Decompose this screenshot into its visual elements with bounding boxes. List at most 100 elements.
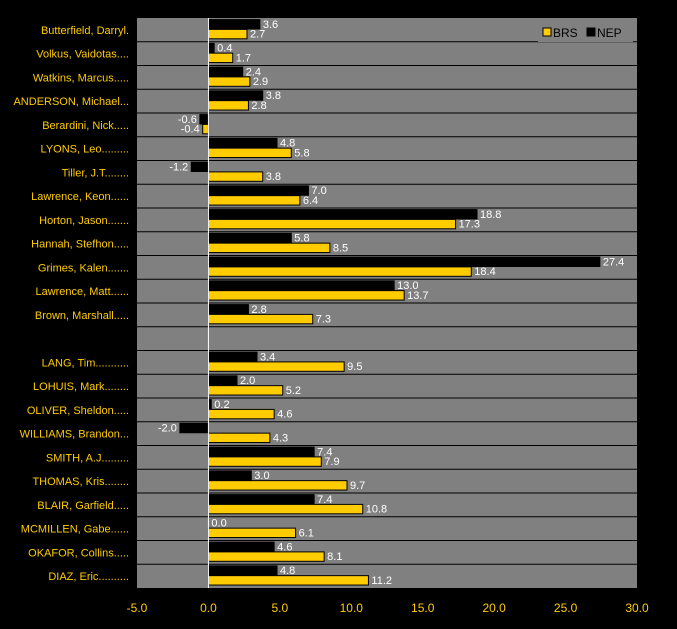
nep-value-label: 2.0 xyxy=(240,375,255,387)
brs-bar xyxy=(207,266,472,277)
brs-value-label: 7.3 xyxy=(316,314,331,326)
brs-value-label: 13.7 xyxy=(407,290,428,302)
nep-bar xyxy=(207,541,275,552)
nep-value-label: 27.4 xyxy=(603,256,624,268)
category-label: OKAFOR, Collins..... xyxy=(28,547,129,559)
brs-bar xyxy=(207,218,457,230)
category-labels: Butterfield, Darryl. Volkus, Vaidotas....… xyxy=(13,25,129,583)
x-tick-label: 10.0 xyxy=(340,601,364,615)
brs-bar xyxy=(207,503,364,515)
brs-bar xyxy=(207,195,301,206)
nep-value-label: 0.0 xyxy=(211,518,226,530)
category-label: LOHUIS, Mark........ xyxy=(33,381,129,393)
nep-value-label: 5.8 xyxy=(294,233,309,245)
brs-value-label: 2.8 xyxy=(251,100,266,112)
nep-value-label: -0.6 xyxy=(178,114,197,126)
nep-bar xyxy=(207,42,215,54)
brs-value-label: 18.4 xyxy=(474,266,495,278)
legend-swatch-nep xyxy=(586,27,596,37)
brs-bar xyxy=(207,432,271,444)
brs-bar xyxy=(207,100,249,111)
brs-bar xyxy=(207,147,292,159)
nep-value-label: 3.4 xyxy=(260,351,275,363)
brs-bar xyxy=(207,290,405,301)
legend-box xyxy=(538,21,633,42)
nep-bar xyxy=(199,114,209,125)
brs-bar xyxy=(207,480,348,491)
category-label: Brown, Marshall..... xyxy=(35,310,129,322)
nep-bar xyxy=(207,209,478,220)
brs-value-label: 9.5 xyxy=(347,361,362,373)
category-label: Berardini, Nick..... xyxy=(42,120,129,132)
brs-value-label: 9.7 xyxy=(350,480,365,492)
nep-value-label: 13.0 xyxy=(397,280,418,292)
brs-value-label: 3.8 xyxy=(266,171,281,183)
nep-value-label: 7.0 xyxy=(311,185,326,197)
nep-value-label: 7.4 xyxy=(317,446,332,458)
category-label: LYONS, Leo......... xyxy=(41,144,129,156)
brs-value-label: 2.7 xyxy=(250,29,265,41)
brs-value-label: 1.7 xyxy=(236,52,251,64)
x-axis: -5.0 0.0 5.0 10.0 15.0 20.0 25.0 30.0 xyxy=(127,601,649,615)
category-label: DIAZ, Eric.......... xyxy=(48,571,129,583)
x-tick-label: -5.0 xyxy=(127,601,148,615)
brs-bar xyxy=(202,123,209,135)
category-label: ANDERSON, Michael... xyxy=(13,96,129,108)
brs-bar xyxy=(207,242,331,254)
brs-bar xyxy=(207,28,248,40)
brs-value-label: 4.6 xyxy=(277,409,292,421)
nep-value-label: 4.8 xyxy=(280,565,295,577)
nep-bar xyxy=(207,185,309,196)
category-label: Grimes, Kalen....... xyxy=(38,262,129,274)
x-tick-label: 0.0 xyxy=(200,601,217,615)
category-label: Horton, Jason....... xyxy=(39,215,129,227)
x-tick-label: 15.0 xyxy=(411,601,435,615)
nep-value-label: 2.8 xyxy=(251,304,266,316)
nep-value-label: 0.2 xyxy=(214,399,229,411)
nep-bar xyxy=(190,161,209,173)
brs-bar xyxy=(207,361,345,372)
row-separators xyxy=(137,41,637,565)
category-label: Butterfield, Darryl. xyxy=(41,25,129,37)
nep-bar xyxy=(207,375,238,386)
nep-value-label: -1.2 xyxy=(169,161,188,173)
brs-bar xyxy=(207,551,325,562)
brs-value-label: 8.5 xyxy=(333,242,348,254)
brs-value-label: 2.9 xyxy=(253,76,268,88)
nep-value-label: 4.8 xyxy=(280,138,295,150)
nep-value-label: -2.0 xyxy=(158,423,177,435)
legend: BRS NEP xyxy=(538,21,633,42)
brs-value-label: 11.2 xyxy=(371,575,392,587)
brs-bar xyxy=(207,171,264,182)
category-label: SMITH, A.J......... xyxy=(46,452,129,464)
legend-swatch-brs xyxy=(542,27,552,37)
category-label: BLAIR, Garfield..... xyxy=(37,500,129,512)
nep-value-label: 3.6 xyxy=(263,19,278,31)
brs-value-label: 6.4 xyxy=(303,195,318,207)
brs-value-label: 10.8 xyxy=(366,504,387,516)
nep-bar xyxy=(207,470,252,481)
brs-value-label: 5.8 xyxy=(294,147,309,159)
nep-bar xyxy=(207,565,278,576)
nep-bar xyxy=(179,422,209,434)
nep-value-label: 3.0 xyxy=(254,470,269,482)
nep-value-label: 7.4 xyxy=(317,494,332,506)
brs-value-label: 17.3 xyxy=(459,219,480,231)
category-label: Volkus, Vaidotas.... xyxy=(36,49,129,61)
brs-value-label: 7.9 xyxy=(324,456,339,468)
x-tick-label: 20.0 xyxy=(482,601,506,615)
category-label: Tiller, J.T........ xyxy=(62,167,129,179)
nep-bar xyxy=(207,232,292,244)
category-label: LANG, Tim........... xyxy=(42,357,129,369)
nep-bar xyxy=(207,494,315,505)
nep-bar xyxy=(207,280,395,291)
brs-value-label: -0.4 xyxy=(181,124,200,136)
category-label: Watkins, Marcus..... xyxy=(33,72,129,84)
nep-value-label: 0.4 xyxy=(217,43,232,55)
legend-label-nep: NEP xyxy=(597,26,622,40)
nep-value-label: 4.6 xyxy=(277,541,292,553)
legend-label-brs: BRS xyxy=(553,26,578,40)
brs-value-label: 4.3 xyxy=(273,432,288,444)
